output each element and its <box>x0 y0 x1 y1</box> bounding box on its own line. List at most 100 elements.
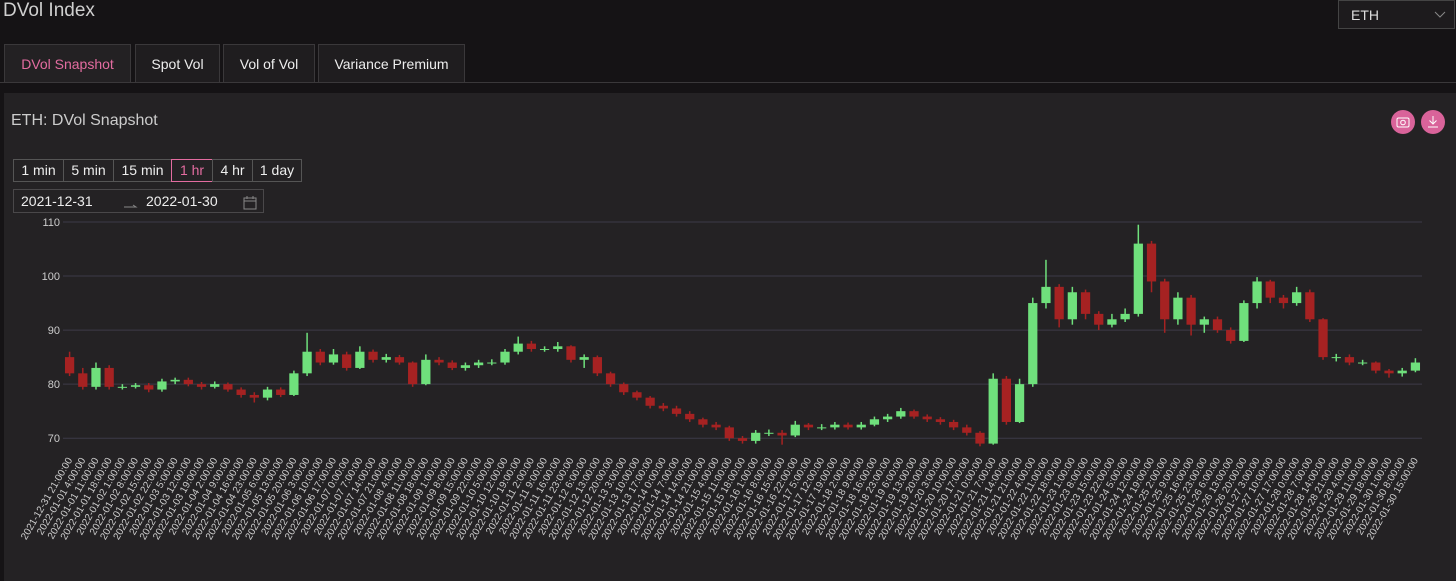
tab[interactable]: Spot Vol <box>135 44 220 83</box>
candle-body <box>619 384 629 393</box>
panel-title: ETH: DVol Snapshot <box>11 112 158 129</box>
candle-body <box>289 373 299 395</box>
candle-body <box>276 389 286 395</box>
candle-body <box>553 346 563 350</box>
candle-body <box>777 432 787 436</box>
date-range[interactable] <box>13 189 264 213</box>
asset-value: ETH <box>1351 7 1379 23</box>
candle-body <box>909 411 919 417</box>
candle-body <box>342 354 352 368</box>
candle-body <box>1226 330 1236 341</box>
candle-body <box>751 432 761 441</box>
candle-body <box>1054 286 1064 320</box>
candle-body <box>658 405 668 409</box>
range-icons <box>124 196 257 210</box>
candle-body <box>421 359 431 385</box>
asset-select[interactable]: ETH <box>1338 0 1455 29</box>
date-to[interactable]: 2022-01-30 <box>146 193 218 209</box>
candle-body <box>526 343 537 350</box>
camera-button[interactable] <box>1391 110 1415 134</box>
candle-body <box>830 424 840 428</box>
candle-body <box>539 349 550 351</box>
candle-body <box>1014 384 1025 422</box>
tab[interactable]: DVol Snapshot <box>4 44 131 83</box>
candle-body <box>698 419 708 425</box>
candle-body <box>1067 292 1077 320</box>
candle-body <box>473 362 484 366</box>
candle-body <box>381 357 391 360</box>
candle-body <box>724 427 734 439</box>
candle-body <box>632 392 642 398</box>
candle-body <box>368 351 378 360</box>
candle-body <box>883 416 893 420</box>
chart-panel <box>4 93 1456 581</box>
download-button[interactable] <box>1421 110 1445 134</box>
candle-body <box>1120 313 1130 320</box>
candle-body <box>948 421 959 428</box>
candle-body <box>1094 313 1104 325</box>
candle-body <box>1080 292 1091 314</box>
candle-body <box>896 411 906 417</box>
candle-body <box>592 357 602 374</box>
candle-body <box>487 362 497 364</box>
candle-body <box>1344 357 1355 363</box>
tab[interactable]: Vol of Vol <box>223 44 315 83</box>
candle-body <box>1173 297 1183 320</box>
candle-body <box>1160 281 1170 320</box>
candle-body <box>579 357 589 360</box>
date-from[interactable]: 2021-12-31 <box>21 193 93 209</box>
candle-body <box>566 346 576 360</box>
tab-bar-line <box>0 82 1456 83</box>
candle-body <box>315 351 325 363</box>
candle-body <box>513 343 523 352</box>
candle-body <box>1028 303 1038 385</box>
candle-body <box>196 384 207 387</box>
page-title: DVol Index <box>3 0 95 21</box>
candle-body <box>711 424 721 428</box>
candle-body <box>130 385 141 387</box>
tab[interactable]: Variance Premium <box>318 44 465 83</box>
candle-body <box>1107 319 1117 325</box>
candle-body <box>1331 357 1341 359</box>
candle-body <box>249 394 259 398</box>
candle-body <box>157 381 167 390</box>
chevron <box>1434 11 1446 18</box>
candle-body <box>144 385 154 390</box>
candle-body <box>935 419 946 422</box>
y-tick-label: 100 <box>42 271 60 283</box>
candle-body <box>117 386 127 388</box>
candle-body <box>355 351 365 368</box>
candle-body <box>91 367 101 387</box>
candle-body <box>1146 243 1157 282</box>
candle-body <box>1278 297 1289 304</box>
y-tick-label: 70 <box>48 433 60 445</box>
candle-body <box>460 365 471 368</box>
candle-body <box>210 384 220 387</box>
candle-body <box>434 359 444 363</box>
candle-body <box>869 419 880 425</box>
candle-body <box>856 424 866 428</box>
candle-body <box>223 384 233 390</box>
candle-body <box>328 354 339 363</box>
candle-body <box>737 438 748 441</box>
candle-body <box>843 424 853 428</box>
candle-body <box>170 379 180 382</box>
candle-body <box>394 357 405 363</box>
candle-body <box>1358 362 1368 364</box>
candle-body <box>1384 370 1394 374</box>
candle-body <box>1292 292 1302 304</box>
candle-body <box>790 424 800 436</box>
candle-body <box>685 413 695 420</box>
candle-body <box>1371 362 1381 371</box>
candle-body <box>64 357 75 374</box>
candle-body <box>803 424 814 428</box>
candle-body <box>1239 303 1249 341</box>
candle-body <box>1410 362 1421 371</box>
candle-body <box>78 373 88 387</box>
candle-body <box>1305 292 1315 320</box>
candle-body <box>988 378 998 444</box>
y-tick-label: 90 <box>48 325 60 337</box>
candle-body <box>922 416 932 420</box>
interval-button[interactable]: 1 day <box>252 159 302 182</box>
